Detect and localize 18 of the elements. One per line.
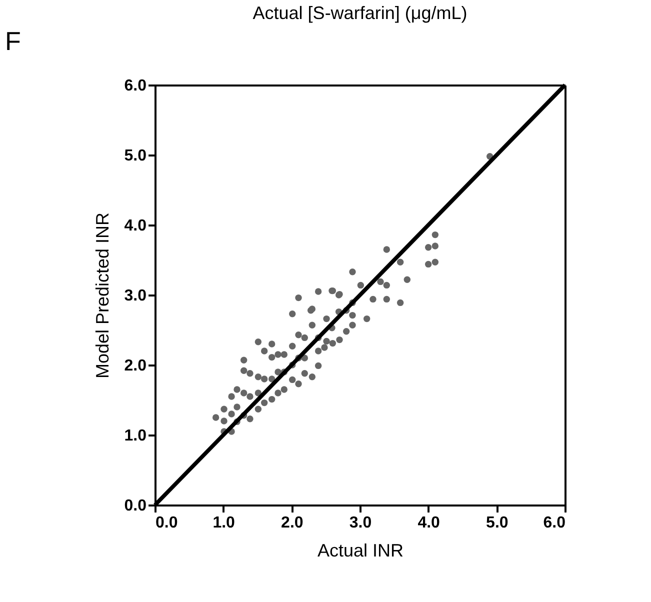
- y-tick-label: 3.0: [124, 288, 147, 304]
- y-tick-label: 2.0: [124, 358, 147, 374]
- x-tick-label: 0.0: [156, 514, 178, 532]
- x-tick-label: 3.0: [349, 514, 372, 532]
- y-tick-label: 0.0: [124, 498, 147, 514]
- x-tick-label: 1.0: [212, 514, 236, 532]
- x-axis-title: Actual INR: [317, 540, 404, 560]
- chart-title: F: [5, 26, 21, 56]
- x-tick-label: 4.0: [418, 514, 440, 532]
- y-tick-label: 6.0: [124, 78, 147, 94]
- text: Actual [S-warfarin] (μg/mL): [252, 3, 468, 23]
- y-tick-label: 5.0: [124, 148, 147, 164]
- y-tick-label: 4.0: [124, 218, 147, 234]
- y-tick-label: 1.0: [124, 428, 147, 444]
- x-tick-label: 5.0: [486, 514, 508, 532]
- x-tick-label: 2.0: [281, 514, 304, 532]
- y-axis-title: Model Predicted INR: [92, 212, 112, 379]
- x-tick-label: 6.0: [543, 514, 566, 532]
